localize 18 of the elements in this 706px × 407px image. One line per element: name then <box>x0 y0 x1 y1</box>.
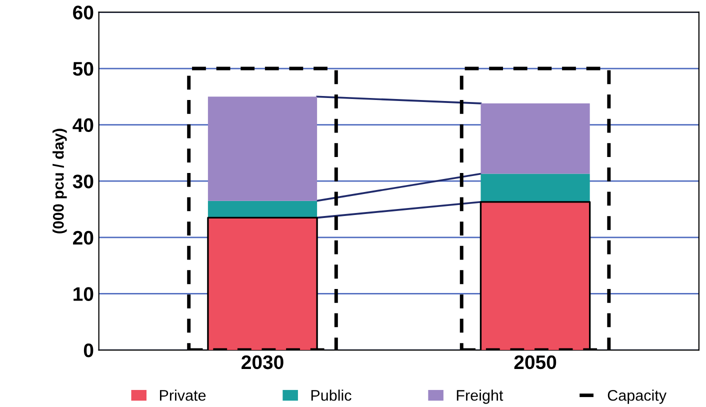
x-tick-label: 2050 <box>514 355 556 370</box>
legend-label: Freight <box>456 390 504 404</box>
bar <box>208 200 318 218</box>
y-tick-label: 0 <box>84 343 94 358</box>
x-tick-label: 2030 <box>242 355 284 370</box>
legend-label: Private <box>160 390 206 401</box>
bar <box>480 103 590 174</box>
y-tick-label: 20 <box>73 230 94 245</box>
y-tick-label: 40 <box>72 118 94 132</box>
bar <box>480 174 590 202</box>
legend-label: Capacity <box>608 390 667 404</box>
y-tick-label: 50 <box>72 62 94 76</box>
y-tick-label: 60 <box>73 6 94 20</box>
y-axis-title: (000 pcu / day) <box>52 128 67 234</box>
y-tick-label: 30 <box>72 174 94 188</box>
y-tick-label: 10 <box>74 287 94 301</box>
legend-label: Public <box>311 390 352 401</box>
bar <box>208 96 318 201</box>
